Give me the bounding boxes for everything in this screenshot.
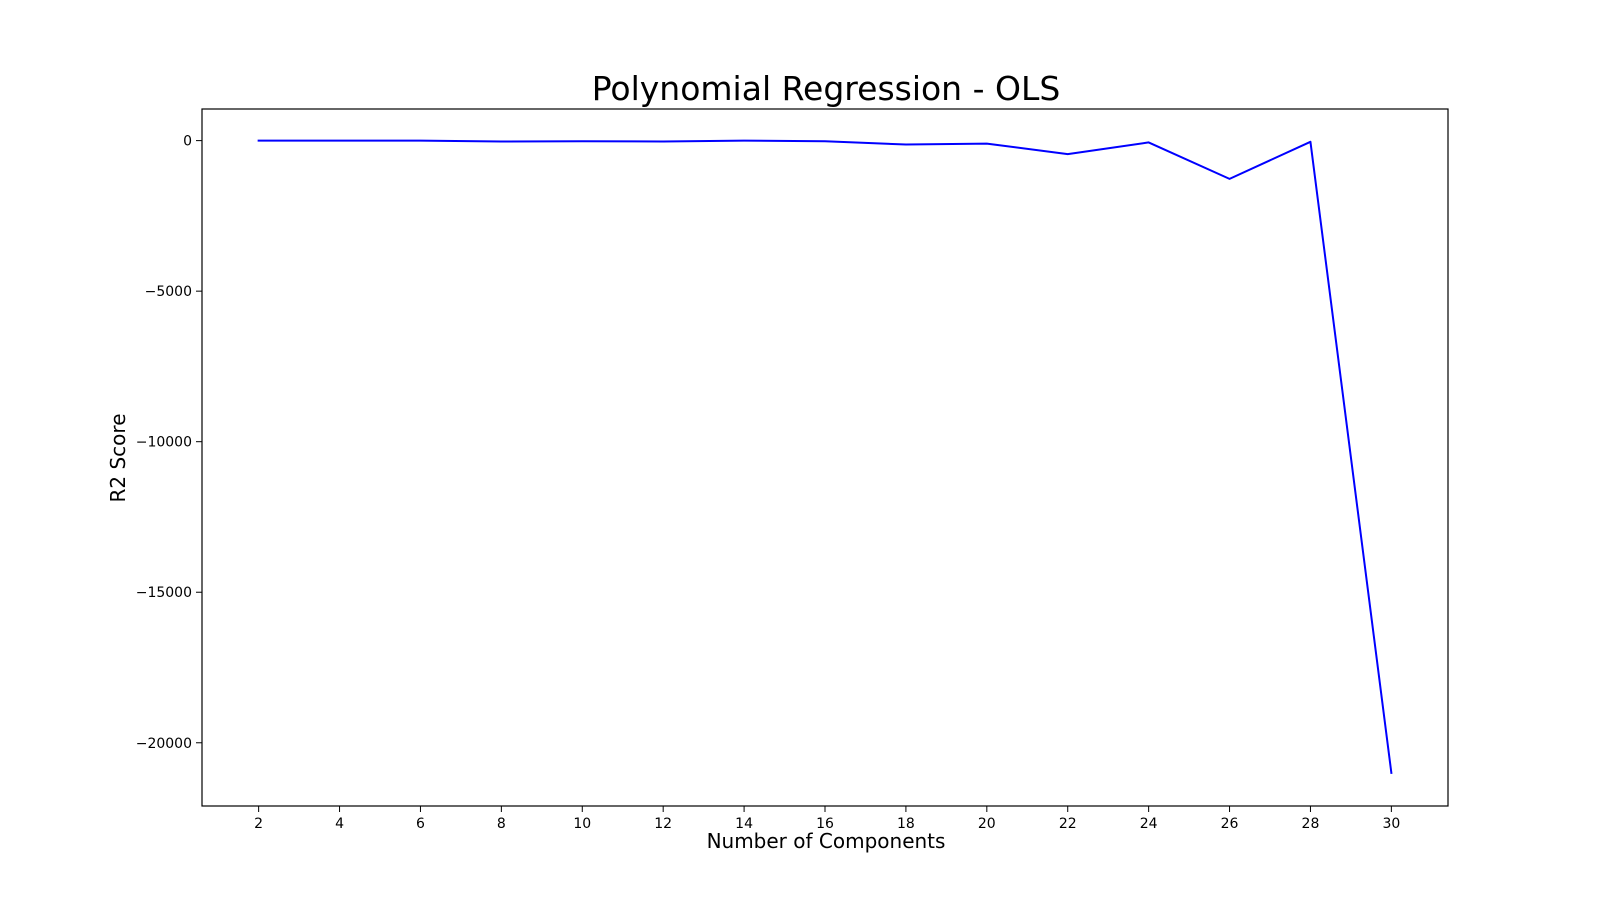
y-tick-label: −20000 [136, 736, 192, 752]
y-tick-label: −10000 [136, 435, 192, 451]
x-tick-label: 8 [497, 816, 506, 832]
x-tick-label: 30 [1382, 816, 1400, 832]
x-tick-label: 4 [335, 816, 344, 832]
x-tick-label: 16 [816, 816, 834, 832]
x-tick-label: 2 [254, 816, 263, 832]
axes-frame [201, 108, 1449, 807]
plot-area [257, 139, 1393, 774]
x-tick-label: 28 [1302, 816, 1320, 832]
x-tick-label: 6 [416, 816, 425, 832]
x-tick-label: 12 [654, 816, 672, 832]
x-tick-label: 10 [573, 816, 591, 832]
y-tick-label: 0 [183, 134, 192, 150]
x-axis-label: Number of Components [707, 829, 946, 853]
x-tick-label: 22 [1059, 816, 1077, 832]
y-axis-ticks: 0 −5000 −10000 −15000 −20000 [136, 134, 202, 752]
x-tick-label: 24 [1140, 816, 1158, 832]
y-tick-label: −5000 [145, 284, 192, 300]
x-tick-label: 26 [1221, 816, 1239, 832]
x-tick-label: 20 [978, 816, 996, 832]
y-axis-label: R2 Score [106, 414, 130, 503]
x-axis-ticks: 2 4 6 8 10 12 14 16 18 20 22 24 26 28 30 [254, 806, 1400, 832]
x-tick-label: 18 [897, 816, 915, 832]
series-line [257, 139, 1393, 774]
x-tick-label: 14 [735, 816, 753, 832]
y-tick-label: −15000 [136, 585, 192, 601]
chart-title: Polynomial Regression - OLS [592, 69, 1061, 108]
